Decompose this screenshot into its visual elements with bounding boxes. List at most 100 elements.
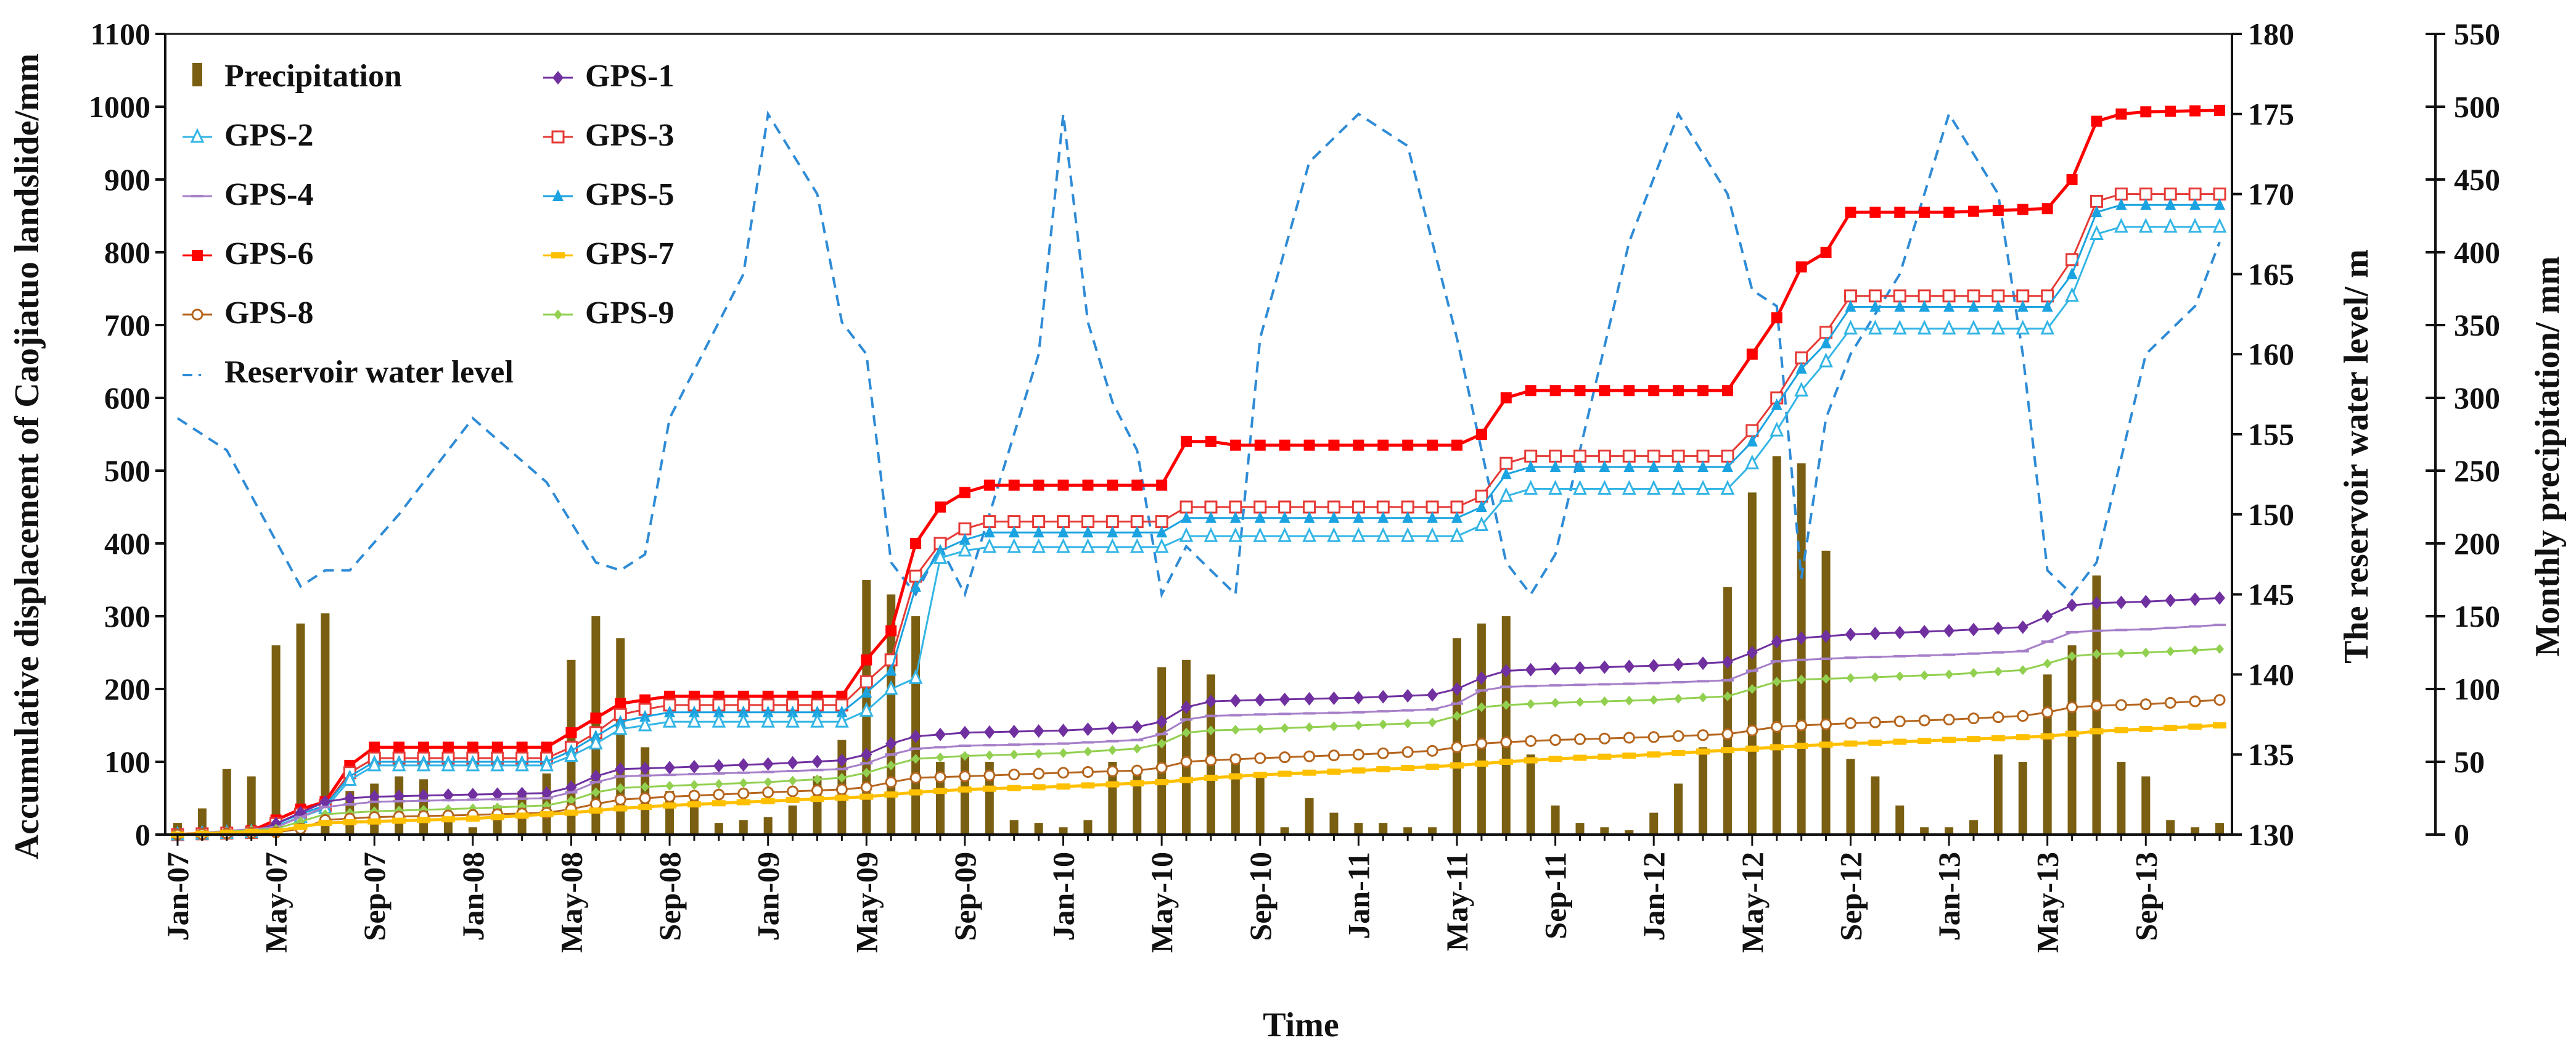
series-marker (1403, 718, 1413, 728)
series-marker (1845, 300, 1856, 312)
series-marker (1377, 690, 1389, 704)
series-marker (1156, 715, 1168, 729)
series-marker (1697, 656, 1709, 670)
series-marker (1549, 460, 1561, 472)
series-marker (1056, 538, 1070, 553)
series-marker (2164, 188, 2177, 201)
series-marker (1673, 658, 1684, 672)
series-marker (567, 795, 576, 806)
series-marker (1966, 736, 1980, 743)
precipitation-bar (763, 817, 773, 835)
legend-item: Reservoir water level (183, 355, 514, 390)
reservoir-y-tick-label: 170 (2248, 177, 2294, 212)
legend-item: GPS-1 (543, 59, 674, 94)
series-marker (958, 786, 972, 793)
reservoir-y-tick-label: 155 (2248, 417, 2294, 452)
series-marker (1059, 748, 1068, 758)
series-marker (1205, 754, 1217, 767)
precipitation-bar (1674, 783, 1683, 835)
series-marker (1598, 753, 1612, 760)
series-marker (2164, 724, 2178, 731)
series-marker (1524, 479, 1538, 495)
series-marker (1477, 702, 1486, 712)
series-marker (2115, 699, 2127, 711)
series-marker (1278, 527, 1292, 542)
legend-label: Reservoir water level (224, 355, 514, 390)
series-marker (1352, 748, 1364, 761)
series-marker (1868, 320, 1882, 335)
series-marker (1179, 500, 1193, 514)
precipitation-y-tick-label: 150 (2454, 599, 2500, 633)
series-marker (1131, 764, 1143, 777)
series-marker (1820, 247, 1832, 258)
precipitation-bar (1551, 805, 1560, 835)
series-marker (811, 754, 823, 769)
series-marker (244, 828, 258, 835)
series-marker (1794, 743, 1808, 749)
series-marker (1305, 722, 1314, 732)
series-marker (1081, 766, 1094, 778)
series-marker (1427, 439, 1438, 451)
series-marker (810, 712, 824, 728)
series-marker (1377, 747, 1389, 759)
series-marker (1133, 743, 1142, 754)
legend-item: GPS-7 (543, 236, 674, 271)
precipitation-bar (2215, 823, 2224, 835)
series-marker (1525, 385, 1536, 397)
series-marker (551, 130, 565, 144)
series-marker (1648, 460, 1660, 472)
series-marker (1573, 754, 1587, 761)
precipitation-bar (247, 776, 256, 835)
series-marker (1500, 467, 1512, 479)
series-marker (1179, 777, 1194, 783)
series-marker (885, 736, 897, 751)
precipitation-bar (1747, 492, 1757, 835)
series-marker (591, 787, 601, 798)
precipitation-bar (1354, 823, 1363, 835)
x-tick-label: Jan-12 (1636, 852, 1671, 941)
series-marker (417, 817, 431, 823)
series-marker (1942, 736, 1956, 743)
precipitation-bar (468, 827, 477, 835)
series-marker (2017, 300, 2028, 312)
series-marker (1622, 752, 1636, 759)
series-marker (467, 741, 478, 753)
series-marker (1647, 449, 1660, 463)
series-marker (983, 515, 996, 529)
series-marker (1746, 349, 1758, 360)
left-y-tick-label: 800 (104, 235, 150, 270)
series-marker (2090, 728, 2104, 735)
series-marker (959, 725, 970, 740)
series-marker (2065, 730, 2079, 737)
series-marker (983, 479, 995, 491)
x-tick-label: May-13 (2030, 852, 2065, 953)
reservoir-y-tick-label: 140 (2248, 657, 2294, 691)
series-marker (564, 747, 578, 762)
precipitation-bar (788, 805, 797, 835)
series-marker (1648, 659, 1660, 673)
series-marker (713, 788, 725, 801)
series-marker (1427, 511, 1438, 523)
series-marker (934, 771, 946, 783)
series-marker (1303, 691, 1315, 706)
series-marker (1794, 381, 1809, 397)
series-marker (1328, 691, 1340, 706)
series-marker (539, 811, 554, 817)
series-marker (2188, 723, 2202, 730)
series-marker (1327, 500, 1340, 514)
series-marker (219, 830, 234, 836)
series-marker (1918, 738, 1932, 745)
series-marker (736, 799, 750, 806)
series-marker (1894, 300, 1906, 312)
series-marker (1869, 207, 1881, 218)
series-marker (590, 712, 602, 724)
series-marker (1720, 747, 1734, 754)
series-marker (2214, 198, 2225, 210)
series-marker (1425, 500, 1439, 514)
series-marker (1500, 664, 1512, 678)
series-marker (1525, 460, 1536, 472)
legend-label: GPS-4 (224, 177, 313, 212)
x-tick-label: Sep-08 (652, 852, 687, 941)
series-marker (1992, 205, 2004, 217)
precipitation-bar (739, 820, 748, 835)
